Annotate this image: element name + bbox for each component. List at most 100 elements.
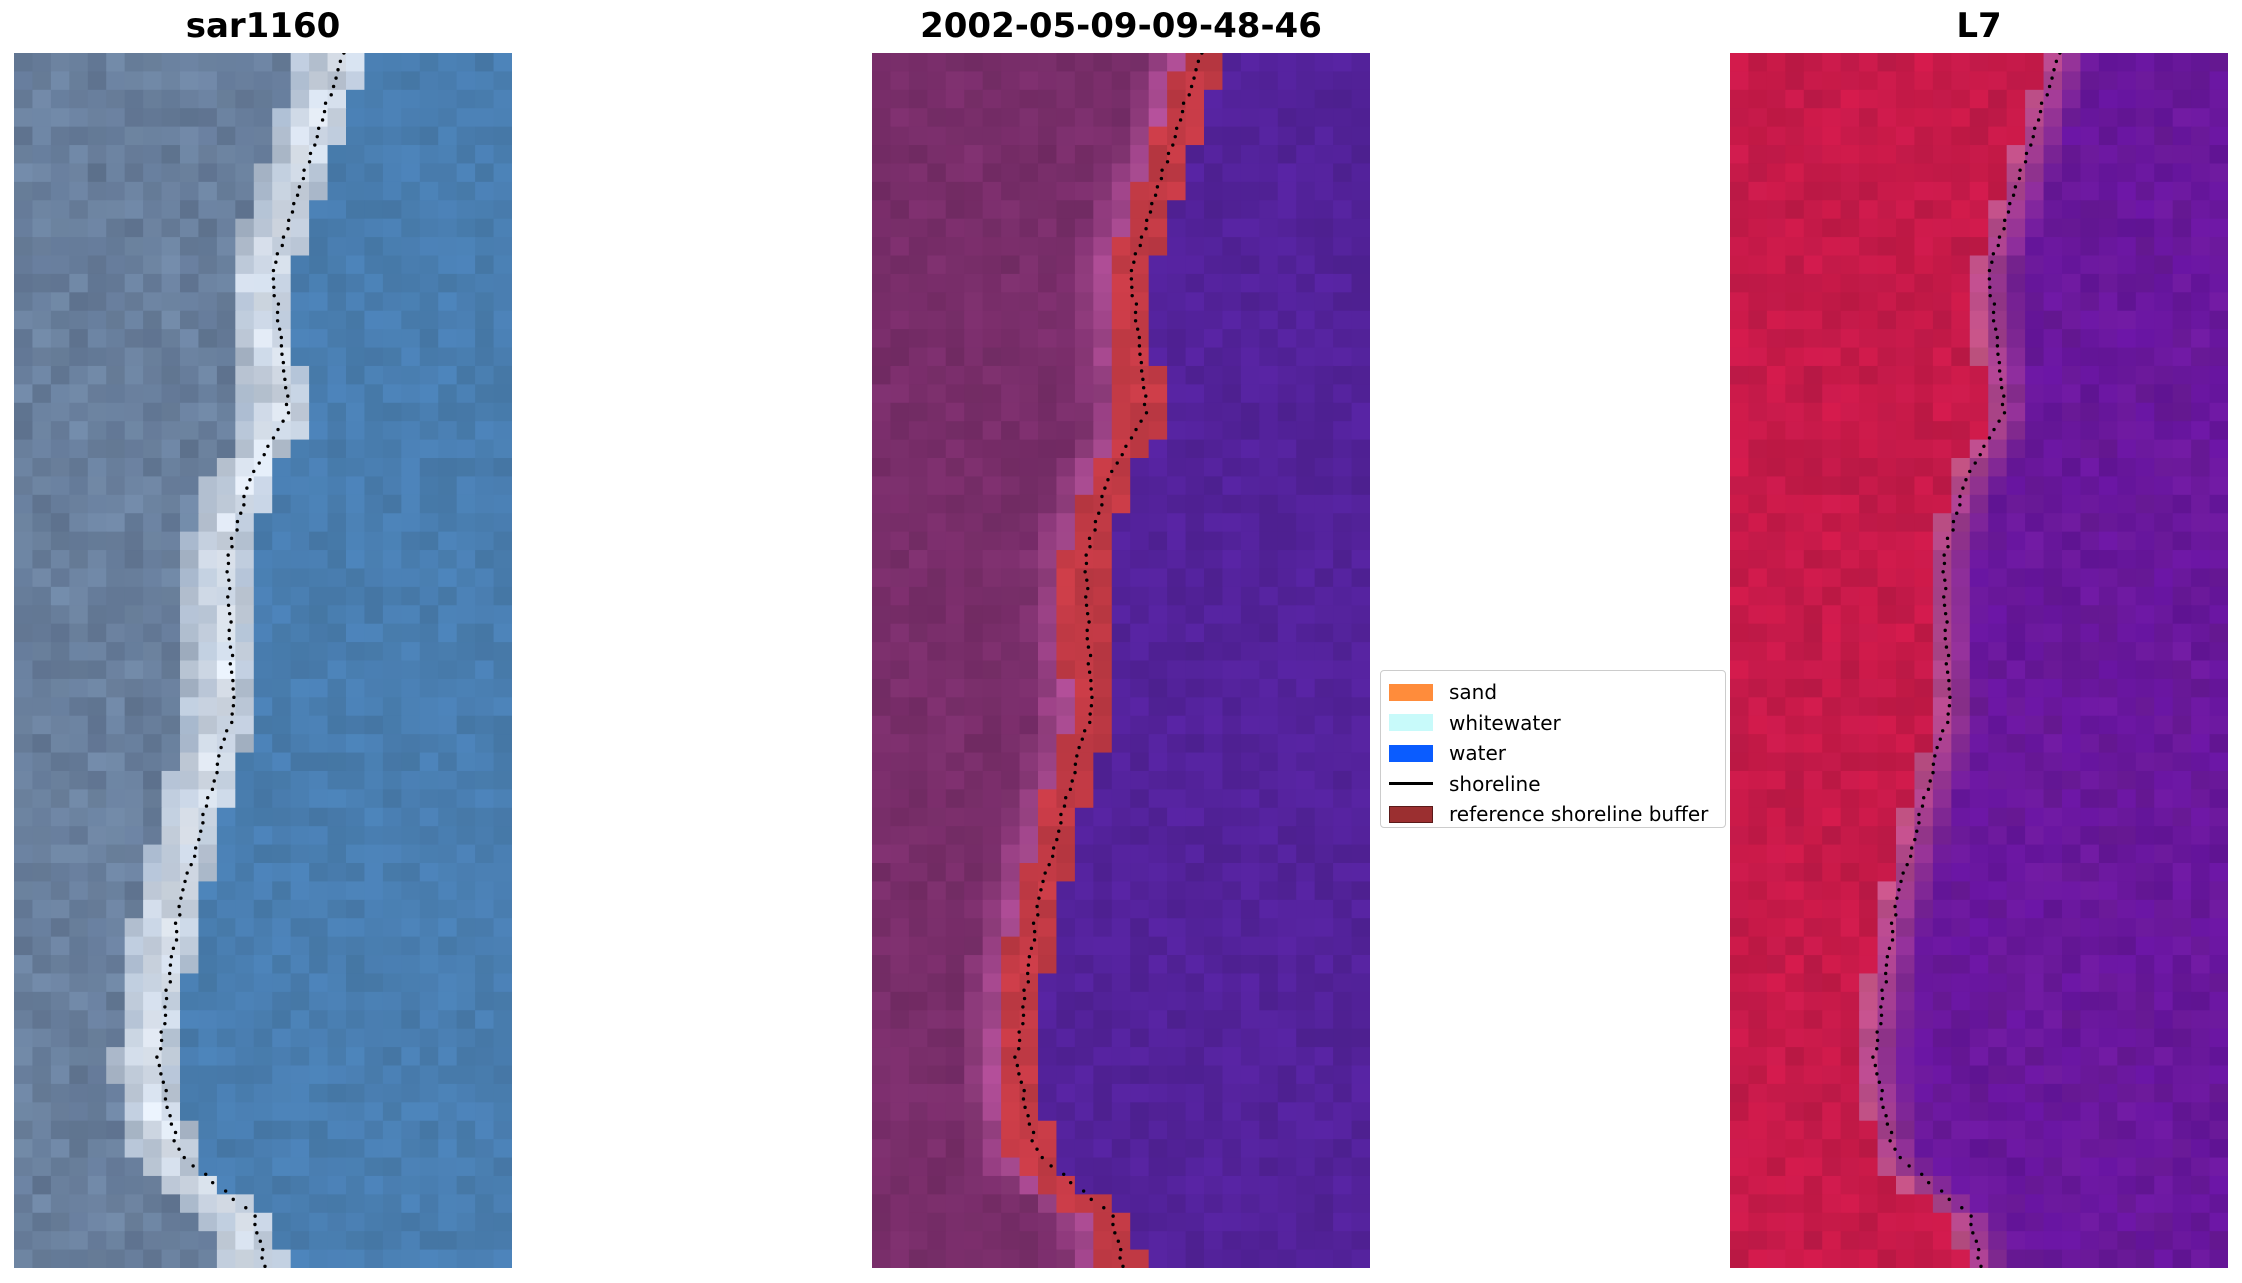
- shoreline-point: [2006, 210, 2011, 214]
- shoreline-point: [1992, 302, 1997, 306]
- shoreline-point: [287, 218, 291, 223]
- shoreline-point: [271, 268, 276, 273]
- shoreline-point: [1084, 595, 1088, 599]
- shoreline-point: [1948, 695, 1952, 700]
- shoreline-point: [1064, 796, 1068, 800]
- shoreline-point: [173, 921, 178, 925]
- legend-item-water: water: [1389, 738, 1717, 769]
- shoreline-point: [1974, 1239, 1979, 1243]
- shoreline-point: [1181, 101, 1186, 105]
- shoreline-point: [1890, 929, 1895, 934]
- shoreline-point: [1888, 1139, 1892, 1143]
- shoreline-point: [1992, 427, 1996, 432]
- shoreline-point: [1942, 561, 1947, 566]
- shoreline-point: [226, 595, 230, 599]
- shoreline-point: [1102, 1206, 1106, 1210]
- shoreline-point: [1943, 578, 1947, 582]
- shoreline-point: [1115, 461, 1119, 465]
- shoreline-point: [1947, 1197, 1951, 1202]
- shoreline-point: [163, 1013, 168, 1017]
- shoreline-point: [1093, 519, 1098, 524]
- shoreline-point: [1035, 1147, 1039, 1151]
- shoreline-point: [1945, 670, 1950, 674]
- shoreline-point: [1881, 1105, 1885, 1110]
- shoreline-point: [1137, 344, 1142, 348]
- shoreline-point: [1025, 971, 1030, 976]
- shoreline-point: [1141, 377, 1145, 382]
- shoreline-point: [1116, 1239, 1121, 1243]
- shoreline-point: [2002, 394, 2006, 398]
- shoreline-point: [1879, 1005, 1883, 1009]
- shoreline-point: [1951, 528, 1955, 532]
- shoreline-point: [1144, 227, 1148, 231]
- shoreline-point: [1027, 1122, 1032, 1126]
- shoreline-point: [197, 837, 201, 842]
- shoreline-point: [1137, 335, 1142, 340]
- shoreline-point: [1085, 637, 1089, 641]
- shoreline-point: [1942, 603, 1947, 607]
- shoreline-point: [1110, 469, 1114, 474]
- shoreline-point: [164, 1088, 168, 1093]
- shoreline-point: [225, 729, 229, 733]
- legend-label: shoreline: [1449, 771, 1541, 796]
- shoreline-point: [1987, 436, 1992, 440]
- shoreline-point: [1997, 235, 2002, 239]
- shoreline-point: [1148, 210, 1153, 214]
- shoreline-point: [1933, 754, 1937, 758]
- shoreline-point: [1081, 1189, 1086, 1193]
- shoreline-point: [2038, 109, 2043, 114]
- water-swatch: [1389, 744, 1433, 762]
- shoreline-point: [179, 896, 183, 900]
- shoreline-point: [159, 1072, 163, 1076]
- shoreline-point: [1089, 687, 1093, 691]
- shoreline-point: [1889, 921, 1894, 925]
- shoreline-point: [1121, 1264, 1125, 1268]
- shoreline-point: [1015, 1063, 1020, 1068]
- shoreline-point: [1155, 185, 1160, 189]
- shoreline-point: [1073, 762, 1078, 766]
- shoreline-point: [1880, 1088, 1884, 1093]
- shoreline-point: [1960, 1206, 1964, 1210]
- shoreline-point: [192, 854, 197, 859]
- shoreline-point: [1057, 829, 1061, 833]
- shoreline-point: [276, 302, 281, 306]
- shoreline-point: [1133, 310, 1138, 315]
- shoreline-point: [163, 1097, 168, 1101]
- shoreline-point: [230, 545, 234, 549]
- shoreline-point: [157, 1063, 162, 1068]
- shoreline-point: [1142, 402, 1147, 407]
- shoreline-point: [1947, 678, 1951, 683]
- shoreline-point: [1995, 335, 2000, 340]
- shoreline-point: [1166, 151, 1171, 156]
- shoreline-point: [1055, 837, 1059, 842]
- shoreline-point: [226, 553, 230, 557]
- shoreline-point: [1080, 737, 1084, 741]
- shoreline-point: [1884, 980, 1888, 984]
- shoreline-point: [1946, 653, 1951, 658]
- rgb-image-panel: [14, 53, 512, 1268]
- shoreline-point: [275, 319, 280, 323]
- shoreline-point: [1051, 846, 1056, 850]
- shoreline-point: [1132, 260, 1136, 264]
- shoreline-point: [231, 678, 235, 683]
- shoreline-point: [2002, 411, 2007, 415]
- shoreline-point: [1023, 1105, 1027, 1110]
- shoreline-point: [1086, 645, 1091, 649]
- shoreline-line-swatch: [1389, 775, 1433, 792]
- shoreline-point: [228, 645, 233, 649]
- shoreline-point: [1996, 243, 2000, 248]
- shoreline-point: [279, 335, 284, 340]
- shoreline-point: [1174, 126, 1179, 131]
- shoreline-point: [1917, 821, 1921, 825]
- shoreline-point: [279, 344, 284, 348]
- shoreline-point: [281, 419, 285, 423]
- shoreline-point: [230, 720, 234, 725]
- shoreline-point: [201, 821, 205, 825]
- shoreline-point: [1915, 829, 1919, 833]
- legend-label: whitewater: [1449, 710, 1561, 735]
- shoreline-point: [2024, 151, 2029, 156]
- shoreline-point: [1026, 963, 1031, 967]
- shoreline-point: [2036, 118, 2041, 122]
- shoreline-point: [1884, 963, 1889, 967]
- shoreline-point: [242, 503, 246, 507]
